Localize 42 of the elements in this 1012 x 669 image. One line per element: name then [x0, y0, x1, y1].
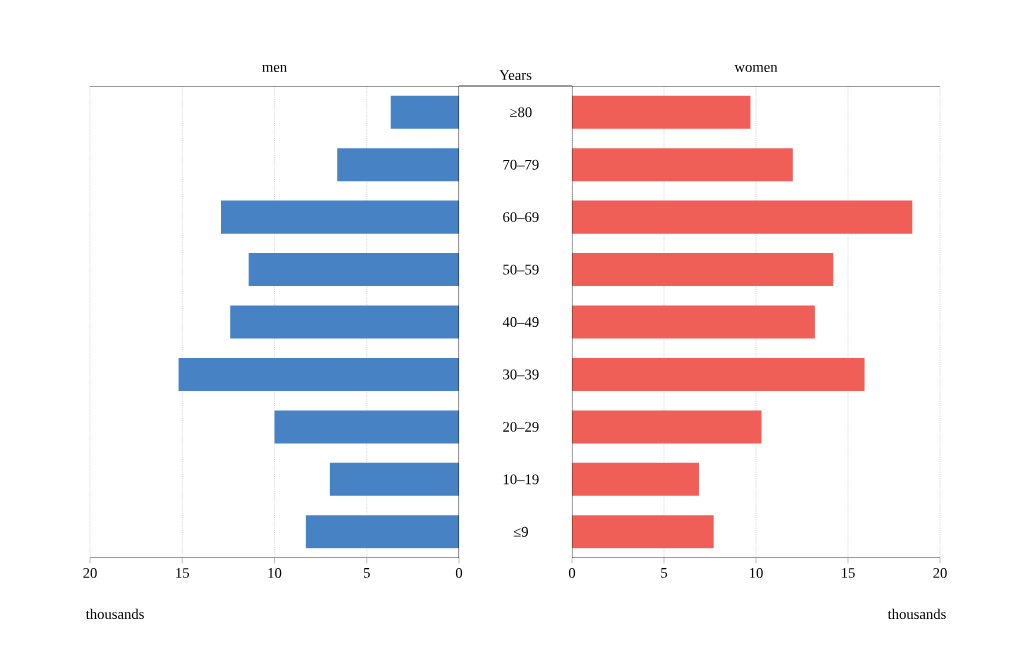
bar: [390, 95, 459, 129]
bar: [337, 148, 459, 182]
y-tick-label: 10–19: [503, 474, 539, 485]
y-tick-label: 40–49: [502, 317, 539, 327]
x-tick-label: 15: [841, 568, 855, 578]
x-axis-title: thousands: [85, 608, 144, 620]
bar: [572, 515, 714, 549]
bar: [178, 357, 459, 391]
bar: [274, 410, 459, 444]
y-tick-label: 30–39: [503, 369, 539, 380]
x-tick-label: 0: [568, 568, 576, 578]
bar: [221, 200, 459, 234]
bar: [572, 148, 793, 182]
y-tick-label: 50–59: [503, 264, 539, 275]
bar: [572, 357, 865, 391]
x-tick-label: 10: [268, 568, 282, 578]
bar: [572, 95, 751, 129]
bar: [305, 515, 459, 549]
x-tick-label: 20: [83, 568, 97, 578]
bar: [572, 305, 815, 339]
y-tick-label: 60–69: [503, 212, 539, 223]
y-tick-label: ≤9: [513, 526, 528, 537]
x-axis-title: thousands: [887, 608, 946, 620]
x-tick-label: 5: [363, 568, 370, 578]
bar: [248, 253, 459, 287]
bar: [329, 462, 459, 496]
x-tick-label: 0: [455, 568, 463, 578]
y-tick-label: 70–79: [503, 159, 539, 170]
bar: [572, 462, 699, 496]
y-tick-label: 20–29: [503, 421, 539, 432]
bar: [572, 410, 762, 444]
bar: [572, 253, 834, 287]
x-tick-label: 15: [176, 568, 190, 578]
x-tick-label: 10: [749, 568, 763, 578]
bar: [230, 305, 459, 339]
y-tick-label: ≥80: [510, 107, 532, 118]
x-tick-label: 20: [933, 568, 947, 578]
y-axis-title: Years: [499, 70, 532, 80]
chart-title: men: [262, 64, 287, 72]
bar: [572, 200, 913, 234]
x-tick-label: 5: [661, 568, 668, 578]
chart-title: women: [734, 64, 778, 72]
